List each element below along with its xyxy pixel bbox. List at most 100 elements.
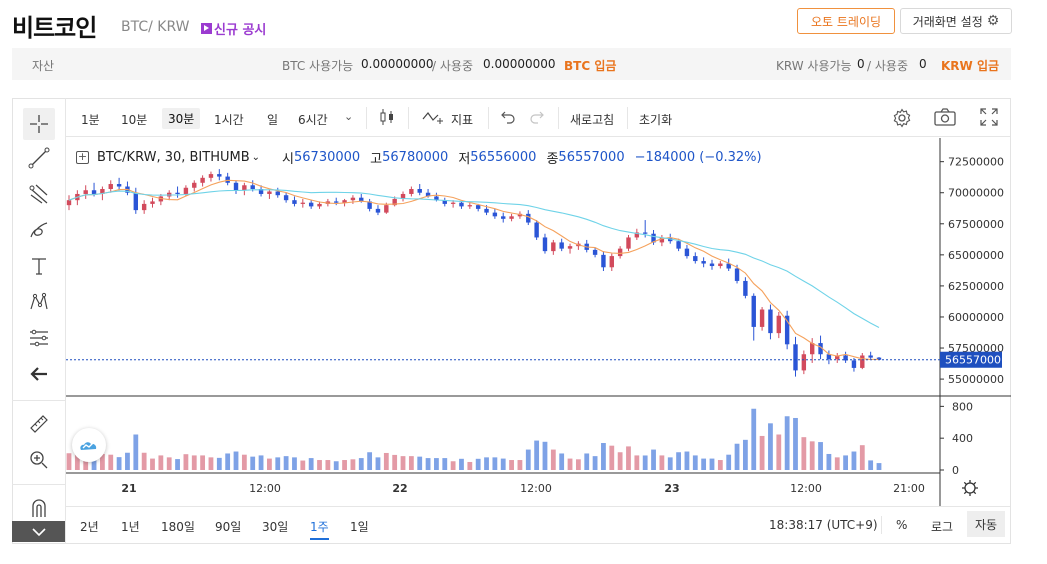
candle-body[interactable]: [275, 191, 280, 196]
pitchfork-icon[interactable]: [23, 178, 55, 210]
zoom-in-icon[interactable]: [23, 444, 55, 476]
candle-body[interactable]: [726, 263, 731, 269]
interval-6h[interactable]: 6시간: [298, 113, 328, 127]
candle-body[interactable]: [200, 177, 205, 183]
candle-body[interactable]: [442, 200, 447, 204]
candle-body[interactable]: [718, 263, 723, 267]
candle-body[interactable]: [851, 360, 857, 368]
clock-time[interactable]: 18:38:17 (UTC+9): [769, 518, 878, 532]
candle-body[interactable]: [192, 182, 197, 188]
candle-body[interactable]: [559, 242, 564, 249]
candle-body[interactable]: [868, 355, 873, 358]
ruler-icon[interactable]: [23, 408, 55, 440]
redo-icon[interactable]: [529, 109, 545, 129]
candle-body[interactable]: [108, 184, 113, 189]
chevron-down-icon[interactable]: ⌄: [251, 152, 261, 163]
candle-body[interactable]: [367, 201, 372, 209]
range-2y[interactable]: 2년: [80, 520, 99, 534]
candle-body[interactable]: [425, 192, 431, 197]
axis-settings-gear-icon[interactable]: [962, 480, 978, 496]
crosshair-icon[interactable]: [23, 108, 55, 140]
text-tool-icon[interactable]: [23, 250, 55, 282]
candle-body[interactable]: [826, 354, 832, 360]
candle-body[interactable]: [350, 197, 356, 201]
btc-deposit-link[interactable]: BTC 입금: [564, 59, 617, 73]
candle-body[interactable]: [375, 208, 381, 213]
candle-body[interactable]: [459, 202, 464, 207]
candle-body[interactable]: [784, 315, 790, 345]
reset-button[interactable]: 초기화: [639, 113, 673, 127]
candle-body[interactable]: [392, 198, 397, 206]
pattern-icon[interactable]: [23, 286, 55, 318]
candle-body[interactable]: [793, 344, 798, 371]
candle-body[interactable]: [517, 213, 523, 217]
candle-body[interactable]: [208, 174, 214, 178]
candle-body[interactable]: [551, 242, 556, 252]
candle-body[interactable]: [759, 309, 765, 327]
candle-body[interactable]: [642, 232, 648, 234]
candle-body[interactable]: [400, 193, 406, 199]
camera-icon[interactable]: [934, 108, 956, 130]
axis-settings-gear-icon[interactable]: [964, 482, 976, 494]
candle-body[interactable]: [334, 201, 339, 203]
candle-body[interactable]: [283, 195, 289, 201]
trading-pair[interactable]: BTC/ KRW: [121, 19, 190, 35]
candle-body[interactable]: [217, 174, 222, 177]
candle-body[interactable]: [801, 354, 807, 371]
candle-body[interactable]: [450, 202, 456, 204]
indicators-button[interactable]: 지표: [451, 113, 474, 127]
back-arrow-icon[interactable]: [23, 358, 55, 390]
candle-body[interactable]: [809, 343, 815, 355]
candle-body[interactable]: [233, 182, 239, 191]
trend-line-icon[interactable]: [23, 142, 55, 174]
range-30d[interactable]: 30일: [262, 520, 289, 534]
candle-body[interactable]: [876, 357, 882, 360]
plus-icon[interactable]: +: [76, 150, 89, 164]
range-180d[interactable]: 180일: [161, 520, 195, 534]
auto-trading-button[interactable]: 오토 트레이딩: [797, 8, 895, 34]
magnet-icon[interactable]: [23, 492, 55, 524]
candle-body[interactable]: [409, 189, 414, 194]
new-notice-link[interactable]: 신규 공시: [201, 19, 266, 38]
candle-body[interactable]: [417, 189, 422, 193]
candle-body[interactable]: [567, 246, 573, 249]
candle-body[interactable]: [250, 185, 255, 189]
tradingview-logo-icon[interactable]: [72, 428, 106, 462]
candle-body[interactable]: [818, 343, 823, 355]
interval-30m[interactable]: 30분: [162, 108, 201, 129]
range-1d[interactable]: 1일: [350, 520, 369, 534]
candle-body[interactable]: [734, 268, 740, 281]
candle-body[interactable]: [359, 197, 364, 202]
collapse-toolbar-button[interactable]: [12, 521, 65, 542]
candle-body[interactable]: [317, 203, 322, 207]
candle-body[interactable]: [242, 185, 247, 191]
brush-icon[interactable]: [23, 214, 55, 246]
candle-body[interactable]: [267, 191, 272, 194]
candle-body[interactable]: [751, 295, 756, 327]
candle-body[interactable]: [83, 190, 88, 194]
candle-body[interactable]: [526, 213, 531, 223]
candle-body[interactable]: [860, 355, 865, 368]
candle-body[interactable]: [308, 202, 314, 207]
candle-body[interactable]: [768, 309, 773, 334]
fib-levels-icon[interactable]: [23, 322, 55, 354]
candle-body[interactable]: [225, 176, 230, 183]
candle-body[interactable]: [684, 248, 690, 257]
candle-body[interactable]: [701, 261, 706, 264]
interval-1m[interactable]: 1분: [81, 113, 100, 127]
candle-body[interactable]: [467, 205, 473, 207]
range-90d[interactable]: 90일: [215, 520, 242, 534]
candle-body[interactable]: [434, 196, 439, 201]
candle-body[interactable]: [601, 254, 606, 268]
candle-body[interactable]: [634, 232, 640, 238]
percent-toggle[interactable]: %: [896, 518, 908, 532]
candle-body[interactable]: [693, 256, 698, 262]
candle-body[interactable]: [141, 203, 147, 211]
candle-body[interactable]: [501, 216, 506, 219]
candle-type-icon[interactable]: [379, 107, 395, 131]
candle-body[interactable]: [183, 187, 189, 194]
candle-body[interactable]: [342, 200, 347, 203]
candle-body[interactable]: [609, 256, 614, 268]
candle-body[interactable]: [843, 355, 848, 361]
fullscreen-icon[interactable]: [980, 108, 998, 130]
